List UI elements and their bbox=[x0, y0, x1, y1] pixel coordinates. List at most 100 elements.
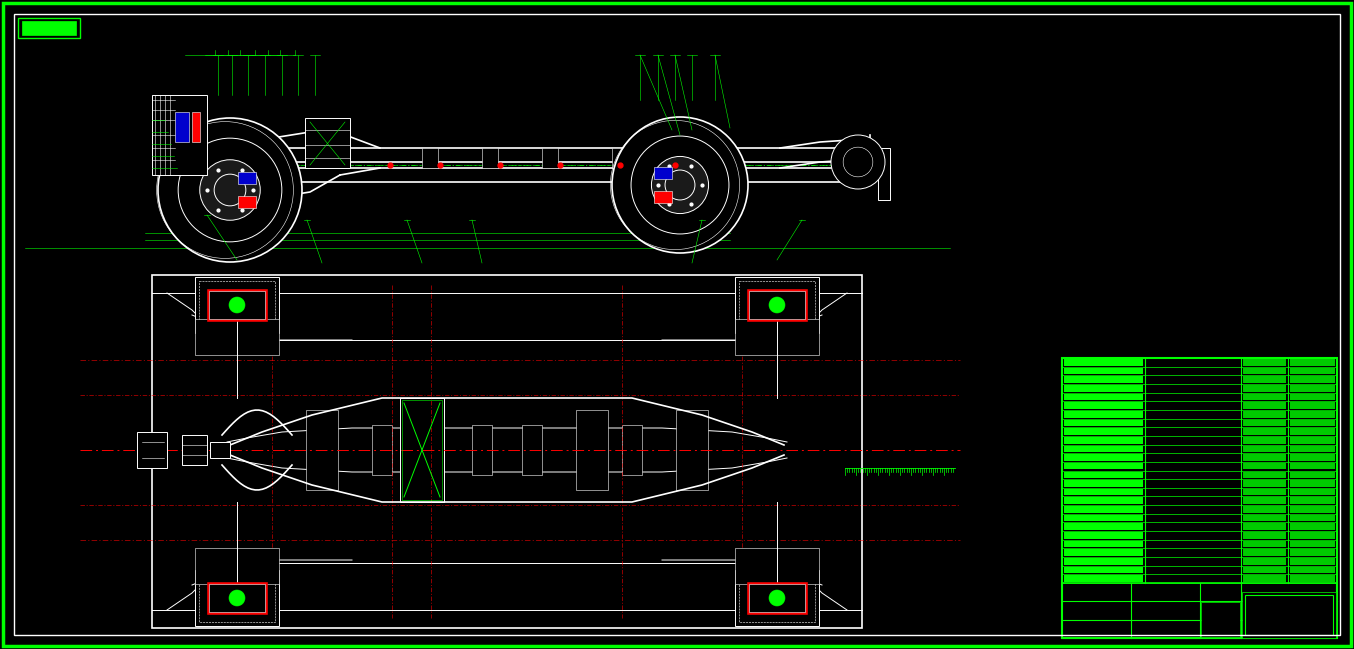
Bar bbox=[1289, 558, 1335, 565]
Bar bbox=[1064, 445, 1143, 452]
Bar bbox=[199, 281, 275, 329]
Bar bbox=[1289, 472, 1335, 478]
Bar bbox=[1064, 498, 1143, 504]
Bar bbox=[1243, 576, 1285, 582]
Bar bbox=[195, 548, 279, 584]
Bar bbox=[1064, 558, 1143, 565]
Bar bbox=[1289, 489, 1335, 495]
Bar bbox=[1243, 515, 1285, 521]
Bar bbox=[1289, 385, 1335, 391]
Bar bbox=[1243, 463, 1285, 469]
Bar bbox=[152, 95, 207, 175]
Bar bbox=[1064, 359, 1143, 365]
Bar bbox=[1064, 376, 1143, 383]
Bar bbox=[195, 277, 279, 333]
Bar bbox=[1244, 595, 1332, 635]
Bar bbox=[306, 410, 338, 490]
Bar bbox=[1289, 411, 1335, 417]
Circle shape bbox=[769, 297, 785, 313]
Bar bbox=[305, 118, 349, 168]
Bar bbox=[207, 582, 267, 614]
Bar bbox=[238, 172, 256, 184]
Bar bbox=[1243, 445, 1285, 452]
Bar bbox=[542, 148, 558, 168]
Bar bbox=[473, 425, 492, 475]
Bar bbox=[1243, 393, 1285, 400]
Bar bbox=[1289, 541, 1335, 547]
Circle shape bbox=[214, 174, 246, 206]
Bar bbox=[1289, 532, 1335, 539]
Bar bbox=[1243, 472, 1285, 478]
Bar bbox=[877, 148, 890, 200]
Bar bbox=[1289, 376, 1335, 383]
Bar bbox=[749, 291, 806, 319]
Bar bbox=[1243, 498, 1285, 504]
Bar bbox=[207, 289, 267, 321]
Bar bbox=[1064, 524, 1143, 530]
Bar bbox=[1242, 592, 1336, 638]
Bar bbox=[747, 582, 807, 614]
Bar bbox=[1243, 567, 1285, 573]
Bar bbox=[1243, 558, 1285, 565]
Bar bbox=[739, 574, 815, 622]
Bar bbox=[1064, 506, 1143, 513]
Bar bbox=[1064, 367, 1143, 374]
Circle shape bbox=[769, 590, 785, 606]
Bar bbox=[735, 548, 819, 584]
Bar bbox=[1289, 367, 1335, 374]
Bar bbox=[210, 442, 230, 458]
Bar bbox=[1289, 576, 1335, 582]
Bar bbox=[1064, 472, 1143, 478]
Bar bbox=[402, 400, 441, 500]
Bar bbox=[1243, 489, 1285, 495]
Bar bbox=[1062, 358, 1336, 638]
Bar bbox=[195, 319, 279, 355]
Circle shape bbox=[665, 170, 695, 200]
Bar bbox=[1289, 402, 1335, 409]
Bar bbox=[1289, 524, 1335, 530]
Circle shape bbox=[651, 156, 708, 214]
Bar bbox=[1064, 428, 1143, 435]
Bar bbox=[422, 148, 437, 168]
Bar bbox=[209, 291, 265, 319]
Bar bbox=[1243, 524, 1285, 530]
Bar bbox=[612, 148, 628, 168]
Bar bbox=[621, 425, 642, 475]
Bar bbox=[575, 410, 608, 490]
Bar bbox=[1289, 359, 1335, 365]
Bar bbox=[1243, 454, 1285, 461]
Bar bbox=[1064, 532, 1143, 539]
Bar bbox=[192, 112, 200, 142]
Bar bbox=[1243, 376, 1285, 383]
Bar bbox=[209, 584, 265, 612]
Bar bbox=[654, 167, 672, 179]
Circle shape bbox=[229, 590, 245, 606]
Bar bbox=[1064, 480, 1143, 487]
Bar bbox=[1289, 480, 1335, 487]
Bar bbox=[18, 18, 80, 38]
Bar bbox=[1064, 463, 1143, 469]
Bar bbox=[1064, 515, 1143, 521]
Bar bbox=[1243, 402, 1285, 409]
Bar bbox=[1289, 393, 1335, 400]
Bar bbox=[1289, 550, 1335, 556]
Bar bbox=[1289, 419, 1335, 426]
Bar bbox=[1064, 541, 1143, 547]
Bar bbox=[399, 398, 444, 502]
Bar bbox=[1243, 367, 1285, 374]
Bar bbox=[152, 275, 862, 628]
Bar bbox=[1064, 489, 1143, 495]
Bar bbox=[1243, 550, 1285, 556]
Bar bbox=[181, 435, 207, 465]
Bar bbox=[1289, 463, 1335, 469]
Bar bbox=[1064, 437, 1143, 443]
Bar bbox=[676, 410, 708, 490]
Bar bbox=[654, 191, 672, 203]
Bar bbox=[1289, 506, 1335, 513]
Bar bbox=[1289, 437, 1335, 443]
Bar bbox=[1201, 602, 1240, 637]
Bar bbox=[1064, 576, 1143, 582]
Circle shape bbox=[612, 117, 747, 253]
Bar bbox=[523, 425, 542, 475]
Bar bbox=[1243, 506, 1285, 513]
